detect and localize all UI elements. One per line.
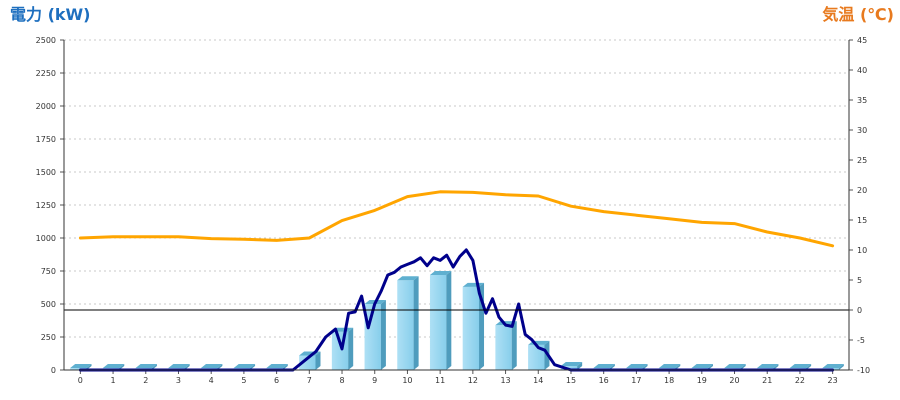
left-tick-label: 500 — [41, 300, 56, 309]
x-tick-label: 10 — [402, 376, 412, 385]
gridlines — [64, 39, 849, 338]
right-tick-label: -10 — [857, 366, 870, 375]
power-bar — [429, 274, 447, 370]
left-axis-ticks: 0 250 500 750 1000 1250 1500 1750 2000 2250 2500 — [36, 36, 64, 375]
power-line — [78, 248, 835, 372]
left-tick-label: 250 — [41, 333, 56, 342]
right-tick-label: -5 — [857, 336, 865, 345]
x-tick-label: 0 — [78, 376, 83, 385]
power-bar-top — [102, 364, 125, 369]
power-bar-top — [266, 364, 288, 369]
right-tick-label: 25 — [857, 156, 867, 165]
x-tick-label: 5 — [241, 376, 246, 385]
axes — [63, 40, 850, 371]
power-bars — [70, 270, 844, 370]
power-bar — [397, 280, 414, 370]
power-bar-top — [70, 364, 92, 369]
power-bar-top — [429, 270, 452, 275]
power-bar-top — [397, 276, 419, 281]
power-bar-top — [135, 364, 157, 369]
x-tick-label: 15 — [566, 376, 576, 385]
left-tick-label: 750 — [41, 267, 56, 276]
power-bar-side — [446, 270, 452, 370]
power-bar-top — [691, 364, 713, 369]
left-tick-label: 0 — [51, 366, 56, 375]
power-bar-side — [315, 351, 321, 370]
power-bar-top — [233, 364, 256, 369]
power-bar — [299, 355, 316, 370]
power-bar-top — [168, 364, 190, 369]
x-tick-label: 9 — [372, 376, 377, 385]
power-bar-top — [822, 364, 844, 369]
x-tick-label: 1 — [111, 376, 116, 385]
x-tick-label: 2 — [143, 376, 148, 385]
right-axis-title: 気温 (℃) — [822, 5, 894, 24]
power-bar-side — [511, 321, 517, 370]
left-axis-title: 電力 (kW) — [10, 5, 91, 24]
right-tick-label: 15 — [857, 216, 867, 225]
power-bar-top — [757, 364, 779, 369]
power-bar-side — [348, 327, 354, 370]
power-bar-top — [593, 364, 615, 369]
right-tick-label: 35 — [857, 96, 867, 105]
x-tick-label: 23 — [828, 376, 838, 385]
right-tick-label: 5 — [857, 276, 862, 285]
power-bar — [70, 368, 87, 370]
power-bar-side — [577, 362, 583, 370]
left-tick-label: 1500 — [36, 168, 56, 177]
temperature-line — [78, 190, 835, 248]
x-axis-ticks: 0 1 2 3 4 5 6 7 8 9 10 11 12 13 14 15 16 17 18 19 20 21 22 23 — [78, 370, 838, 385]
x-tick-label: 8 — [339, 376, 344, 385]
left-tick-label: 2000 — [36, 102, 56, 111]
right-tick-label: 40 — [857, 66, 867, 75]
left-tick-label: 1000 — [36, 234, 56, 243]
x-tick-label: 14 — [533, 376, 543, 385]
x-tick-label: 17 — [631, 376, 641, 385]
right-tick-label: 10 — [857, 246, 867, 255]
x-tick-label: 4 — [209, 376, 214, 385]
power-bar-top — [658, 364, 681, 369]
power-bar-top — [201, 364, 223, 369]
x-tick-label: 16 — [599, 376, 609, 385]
power-bar-side — [380, 300, 386, 370]
x-tick-label: 19 — [697, 376, 707, 385]
x-tick-label: 11 — [435, 376, 445, 385]
power-bar-top — [724, 364, 746, 369]
x-tick-label: 18 — [664, 376, 674, 385]
x-tick-label: 7 — [307, 376, 312, 385]
x-tick-label: 22 — [795, 376, 805, 385]
x-tick-label: 20 — [729, 376, 739, 385]
power-bar — [495, 325, 512, 370]
left-tick-label: 1250 — [36, 201, 56, 210]
power-bar — [528, 344, 545, 370]
power-bar-top — [789, 364, 812, 369]
x-tick-label: 13 — [500, 376, 510, 385]
power-bar-top — [626, 364, 648, 369]
left-tick-label: 2250 — [36, 69, 56, 78]
left-tick-label: 1750 — [36, 135, 56, 144]
power-bar — [331, 331, 349, 370]
right-tick-label: 0 — [857, 306, 862, 315]
power-bar-side — [838, 364, 844, 370]
x-tick-label: 12 — [468, 376, 478, 385]
left-tick-label: 2500 — [36, 36, 56, 45]
x-tick-label: 21 — [762, 376, 772, 385]
right-tick-label: 30 — [857, 126, 867, 135]
right-tick-label: 20 — [857, 186, 867, 195]
power-bar — [462, 286, 480, 370]
right-tick-label: 45 — [857, 36, 867, 45]
series-lines — [78, 190, 835, 372]
power-bar-side — [413, 276, 419, 370]
x-tick-label: 3 — [176, 376, 181, 385]
x-tick-label: 6 — [274, 376, 279, 385]
right-axis-ticks: -10 -5 0 5 10 15 20 25 30 35 40 45 — [849, 36, 870, 375]
power-bar-top — [560, 362, 583, 367]
